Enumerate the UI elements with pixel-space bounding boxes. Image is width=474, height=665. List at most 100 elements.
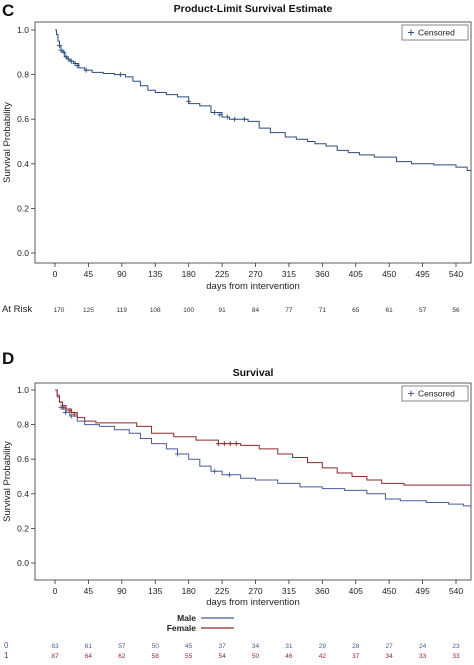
at-risk-value: 83 (51, 643, 59, 650)
at-risk-value: 42 (319, 653, 327, 660)
at-risk-value: 100 (183, 307, 194, 314)
legend-label: Censored (418, 28, 455, 38)
series-male (55, 389, 472, 508)
x-tick-label: 360 (315, 269, 329, 279)
at-risk-value: 54 (218, 653, 226, 660)
at-risk-value: 108 (150, 307, 161, 314)
y-tick-label: 0.4 (17, 489, 29, 499)
at-risk-value: 57 (118, 643, 126, 650)
group-legend-label: Male (177, 613, 196, 623)
legend-censor-icon (408, 390, 414, 397)
x-tick-label: 450 (382, 586, 396, 596)
censor-mark (217, 112, 223, 118)
censor-mark (212, 468, 218, 474)
censor-mark (62, 409, 68, 415)
y-tick-label: 0.0 (17, 558, 29, 568)
y-tick-label: 0.8 (17, 420, 29, 430)
censor-mark (227, 441, 233, 447)
survival-curve (55, 29, 471, 171)
censor-mark (61, 49, 67, 55)
censor-mark (65, 56, 71, 62)
x-tick-label: 90 (117, 586, 127, 596)
survival-curve (55, 389, 471, 486)
at-risk-value: 65 (352, 307, 360, 314)
legend-label: Censored (418, 389, 455, 399)
y-tick-label: 0.0 (17, 248, 29, 258)
x-tick-label: 45 (84, 586, 94, 596)
at-risk-value: 29 (319, 643, 327, 650)
y-tick-label: 0.6 (17, 454, 29, 464)
panel-d: D Survival 0.0 0.2 0.4 0.6 0.8 1.0 0 45 90 135 180 22… (2, 349, 472, 660)
censor-mark (221, 441, 227, 447)
y-tick-label: 0.6 (17, 114, 29, 124)
x-tick-label: 225 (215, 586, 229, 596)
at-risk-value: 24 (419, 643, 427, 650)
at-risk-value: 37 (218, 643, 226, 650)
at-risk-value: 170 (54, 307, 65, 314)
at-risk-value: 87 (51, 653, 59, 660)
at-risk-value: 84 (252, 307, 260, 314)
at-risk-value: 55 (185, 653, 193, 660)
censor-mark (212, 110, 218, 116)
x-tick-label: 180 (182, 586, 196, 596)
legend-box (401, 385, 469, 402)
at-risk-value: 56 (452, 307, 460, 314)
x-tick-label: 405 (349, 269, 363, 279)
x-axis-label: days from intervention (206, 281, 299, 292)
censor-mark (58, 47, 64, 53)
at-risk-value: 64 (85, 653, 93, 660)
at-risk-value: 77 (285, 307, 293, 314)
at-risk-label: At Risk (2, 304, 32, 315)
legend-box (401, 24, 469, 41)
x-tick-label: 90 (117, 269, 127, 279)
at-risk-value: 45 (185, 643, 193, 650)
censor-mark (224, 114, 230, 120)
at-risk-value: 34 (386, 653, 394, 660)
censor-mark (61, 404, 67, 410)
at-risk-value: 58 (152, 653, 160, 660)
at-risk-value: 50 (152, 643, 160, 650)
chart-title: Survival (233, 367, 274, 379)
x-tick-label: 0 (53, 269, 58, 279)
at-risk-value: 61 (85, 643, 93, 650)
y-tick-label: 0.8 (17, 70, 29, 80)
at-risk-value: 125 (83, 307, 94, 314)
panel-letter: C (2, 1, 14, 20)
legend-censor-icon (408, 29, 414, 36)
x-axis-label: days from intervention (206, 597, 299, 608)
x-tick-label: 315 (282, 269, 296, 279)
at-risk-value: 57 (419, 307, 427, 314)
at-risk-value: 71 (319, 307, 327, 314)
panel-letter: D (2, 349, 14, 368)
x-tick-label: 135 (148, 269, 162, 279)
censor-mark (72, 60, 78, 66)
x-tick-label: 315 (282, 586, 296, 596)
censor-mark (175, 451, 181, 457)
at-risk-value: 31 (285, 643, 293, 650)
panel-c: C Product-Limit Survival Estimate 0.0 0.2 0.… (2, 1, 472, 315)
plot-frame (34, 21, 472, 264)
censor-mark (232, 116, 238, 122)
censor-mark (83, 67, 89, 73)
x-tick-label: 405 (349, 586, 363, 596)
x-tick-label: 270 (248, 269, 262, 279)
censor-mark (74, 63, 80, 69)
y-tick-label: 0.2 (17, 203, 29, 213)
at-risk-value: 33 (419, 653, 427, 660)
at-risk-value: 61 (386, 307, 394, 314)
at-risk-value: 37 (352, 653, 360, 660)
at-risk-value: 23 (452, 643, 460, 650)
x-tick-label: 360 (315, 586, 329, 596)
at-risk-value: 33 (452, 653, 460, 660)
series-overall (55, 29, 471, 171)
chart-title: Product-Limit Survival Estimate (174, 3, 333, 15)
x-tick-label: 495 (415, 269, 429, 279)
plot-frame (34, 382, 472, 581)
x-tick-label: 495 (415, 586, 429, 596)
censor-mark (67, 408, 73, 414)
y-axis-label: Survival Probability (2, 102, 13, 183)
censor-mark (68, 413, 74, 419)
x-tick-label: 0 (53, 586, 58, 596)
censor-mark (68, 58, 74, 64)
